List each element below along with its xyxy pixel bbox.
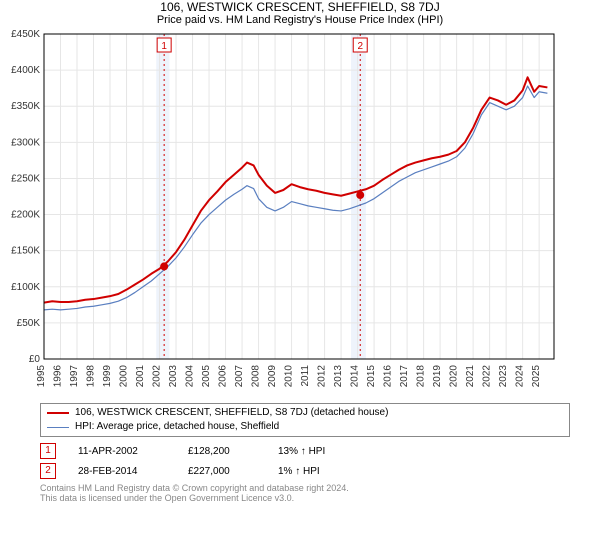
- transaction-marker-box: 1: [40, 443, 56, 459]
- svg-text:2021: 2021: [465, 365, 476, 388]
- svg-text:2010: 2010: [284, 365, 295, 388]
- svg-text:£200K: £200K: [11, 210, 40, 221]
- svg-text:£350K: £350K: [11, 101, 40, 112]
- svg-text:2020: 2020: [449, 365, 460, 388]
- legend-row: HPI: Average price, detached house, Shef…: [47, 420, 563, 434]
- svg-text:2022: 2022: [482, 365, 493, 388]
- transaction-date: 11-APR-2002: [78, 446, 188, 457]
- svg-text:2023: 2023: [498, 365, 509, 388]
- svg-text:2019: 2019: [432, 365, 443, 388]
- legend-label: HPI: Average price, detached house, Shef…: [75, 420, 279, 434]
- chart-container: 106, WESTWICK CRESCENT, SHEFFIELD, S8 7D…: [0, 0, 600, 560]
- svg-text:£150K: £150K: [11, 246, 40, 257]
- attribution-line-1: Contains HM Land Registry data © Crown c…: [40, 483, 570, 493]
- svg-text:2015: 2015: [366, 365, 377, 388]
- svg-text:£250K: £250K: [11, 173, 40, 184]
- legend-box: 106, WESTWICK CRESCENT, SHEFFIELD, S8 7D…: [40, 403, 570, 437]
- svg-text:2024: 2024: [515, 365, 526, 388]
- svg-text:£100K: £100K: [11, 282, 40, 293]
- svg-text:2001: 2001: [135, 365, 146, 388]
- attribution-line-2: This data is licensed under the Open Gov…: [40, 493, 570, 503]
- svg-text:2017: 2017: [399, 365, 410, 388]
- svg-text:2013: 2013: [333, 365, 344, 388]
- transaction-price: £128,200: [188, 446, 278, 457]
- svg-text:1995: 1995: [36, 365, 47, 388]
- svg-text:2008: 2008: [251, 365, 262, 388]
- svg-text:£400K: £400K: [11, 65, 40, 76]
- legend-swatch: [47, 412, 69, 414]
- transaction-hpi: 13% ↑ HPI: [278, 446, 368, 457]
- svg-text:2012: 2012: [317, 365, 328, 388]
- transaction-row: 1 11-APR-2002£128,20013% ↑ HPI: [40, 441, 570, 461]
- svg-text:2025: 2025: [531, 365, 542, 388]
- svg-text:1999: 1999: [102, 365, 113, 388]
- svg-text:2002: 2002: [152, 365, 163, 388]
- svg-text:2005: 2005: [201, 365, 212, 388]
- plot-svg: £0 £50K £100K £150K £200K £250K £300K £350K £400…: [0, 26, 572, 399]
- svg-text:1998: 1998: [86, 365, 97, 388]
- transaction-marker-box: 2: [40, 463, 56, 479]
- svg-text:2009: 2009: [267, 365, 278, 388]
- legend-row: 106, WESTWICK CRESCENT, SHEFFIELD, S8 7D…: [47, 406, 563, 420]
- svg-text:2: 2: [357, 41, 363, 52]
- svg-text:1: 1: [161, 41, 167, 52]
- svg-text:2000: 2000: [119, 365, 130, 388]
- svg-text:2007: 2007: [234, 365, 245, 388]
- svg-text:2018: 2018: [416, 365, 427, 388]
- svg-text:2004: 2004: [185, 365, 196, 388]
- transactions-table: 1 11-APR-2002£128,20013% ↑ HPI 2 28-FEB-201…: [40, 441, 570, 481]
- legend-label: 106, WESTWICK CRESCENT, SHEFFIELD, S8 7D…: [75, 406, 388, 420]
- svg-text:£300K: £300K: [11, 137, 40, 148]
- svg-text:£50K: £50K: [17, 318, 41, 329]
- svg-text:£0: £0: [29, 354, 41, 365]
- svg-text:1996: 1996: [53, 365, 64, 388]
- attribution-text: Contains HM Land Registry data © Crown c…: [40, 483, 570, 503]
- chart-subtitle: Price paid vs. HM Land Registry's House …: [0, 14, 600, 26]
- transaction-price: £227,000: [188, 466, 278, 477]
- svg-text:2016: 2016: [383, 365, 394, 388]
- legend-swatch: [47, 427, 69, 428]
- svg-text:2011: 2011: [300, 365, 311, 387]
- transaction-date: 28-FEB-2014: [78, 466, 188, 477]
- chart-title: 106, WESTWICK CRESCENT, SHEFFIELD, S8 7D…: [0, 0, 600, 14]
- svg-text:2003: 2003: [168, 365, 179, 388]
- svg-text:2014: 2014: [350, 365, 361, 388]
- svg-text:£450K: £450K: [11, 29, 40, 40]
- svg-text:2006: 2006: [218, 365, 229, 388]
- transaction-row: 2 28-FEB-2014£227,0001% ↑ HPI: [40, 461, 570, 481]
- transaction-hpi: 1% ↑ HPI: [278, 466, 368, 477]
- svg-text:1997: 1997: [69, 365, 80, 388]
- plot-area: £0 £50K £100K £150K £200K £250K £300K £350K £400…: [0, 26, 600, 399]
